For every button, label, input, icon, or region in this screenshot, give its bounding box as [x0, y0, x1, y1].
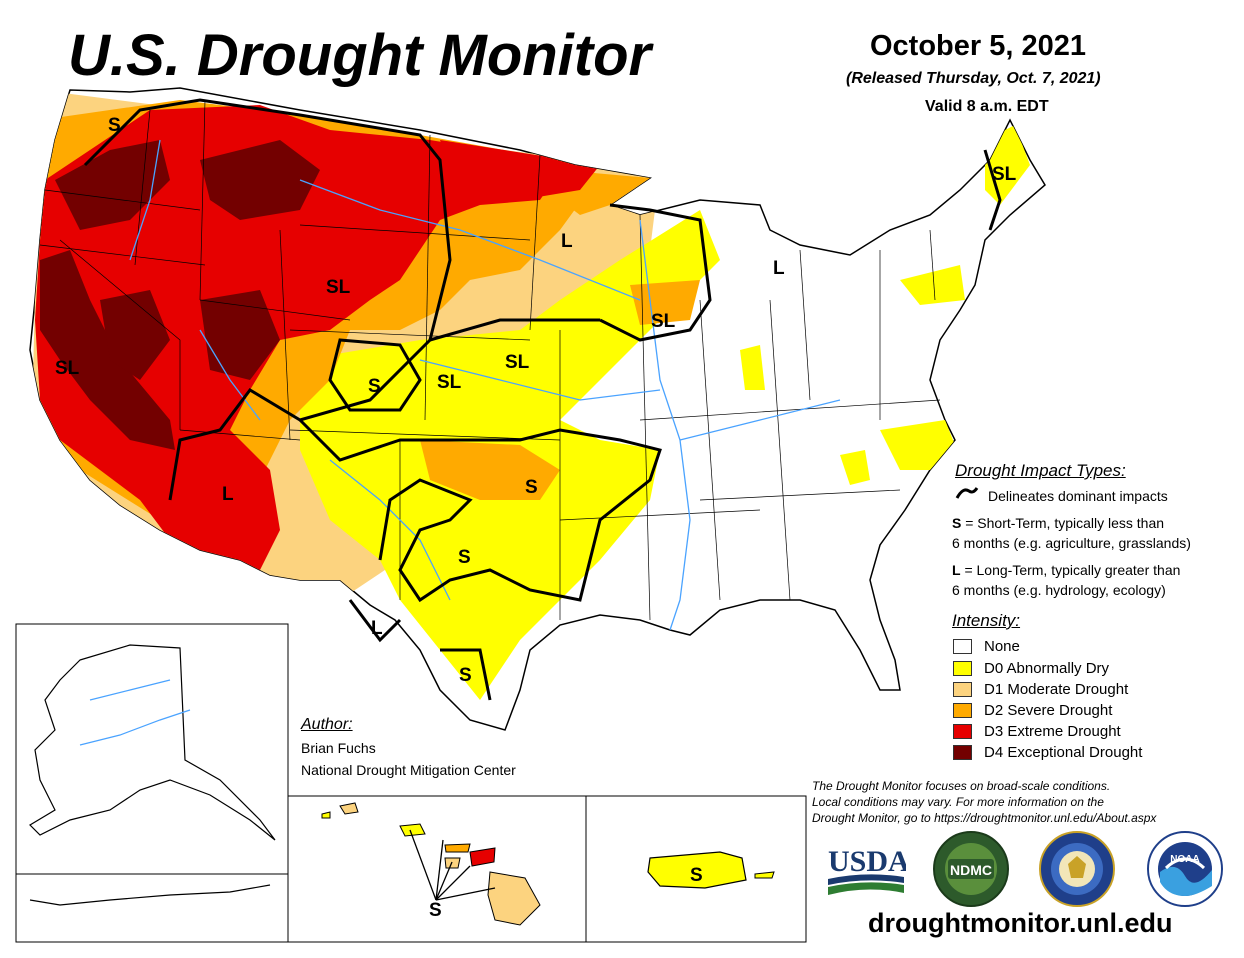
- d2-area-ks: [420, 440, 560, 500]
- author-title: Author:: [301, 716, 353, 733]
- usda-logo: USDA: [828, 845, 906, 895]
- legend-label: D0 Abnormally Dry: [984, 659, 1110, 677]
- impact-s-key: S: [952, 515, 962, 531]
- legend-swatch: [953, 681, 972, 697]
- legend-label: None: [984, 637, 1020, 655]
- impact-s-line2: 6 months (e.g. agriculture, grasslands): [952, 535, 1191, 551]
- alaska-inset: [15, 623, 289, 943]
- legend-label: D4 Exceptional Drought: [984, 743, 1143, 761]
- d3-area-nd: [440, 140, 600, 200]
- noaa-logo-text: NOAA: [1170, 854, 1199, 865]
- disclaimer-line: The Drought Monitor focuses on broad-sca…: [812, 779, 1111, 793]
- impact-l-key: L: [952, 562, 961, 578]
- conus-map: S SL SL S SL SL SL L L SL L S S L S: [29, 87, 1046, 731]
- legend-item-none: None: [953, 636, 1020, 656]
- rivers: [129, 139, 841, 631]
- map-label-tx-s: S: [458, 547, 471, 568]
- map-label-ia-sl: SL: [651, 311, 676, 332]
- map-label-az-l: L: [222, 484, 234, 505]
- author-organization: National Drought Mitigation Center: [301, 762, 516, 778]
- map-label-ks-sl: SL: [437, 372, 462, 393]
- map-label-pr-s: S: [690, 865, 703, 886]
- map-label-stx-s: S: [459, 665, 472, 686]
- noaa-logo: NOAA: [1147, 831, 1223, 907]
- legend-swatch: [953, 702, 972, 718]
- map-label-ne-sl: SL: [505, 352, 530, 373]
- impact-s-line1: = Short-Term, typically less than: [961, 515, 1165, 531]
- map-label-ok-s: S: [525, 477, 538, 498]
- alaska-shape: [29, 644, 276, 841]
- legend-swatch: [953, 660, 972, 676]
- map-label-co-s: S: [368, 376, 381, 397]
- map-date: October 5, 2021: [870, 30, 1086, 62]
- ndmc-logo-text: NDMC: [950, 862, 992, 878]
- map-label-me-sl: SL: [992, 164, 1017, 185]
- legend-item-d0: D0 Abnormally Dry: [953, 658, 1109, 678]
- puerto-rico-inset: S: [585, 795, 807, 943]
- d4-area-nv: [100, 290, 170, 380]
- disclaimer: The Drought Monitor focuses on broad-sca…: [812, 778, 1156, 826]
- release-date: (Released Thursday, Oct. 7, 2021): [846, 70, 1101, 87]
- map-title: U.S. Drought Monitor: [68, 23, 652, 88]
- author-name: Brian Fuchs: [301, 740, 376, 756]
- map-label-mn-l: L: [561, 231, 573, 252]
- map-label-hi-s: S: [429, 900, 442, 921]
- map-label-wa-s: S: [108, 115, 121, 136]
- disclaimer-line: Drought Monitor, go to https://droughtmo…: [812, 811, 1157, 825]
- d0-area-ohio: [740, 345, 765, 390]
- map-label-ca-sl: SL: [55, 358, 80, 379]
- legend-label: D1 Moderate Drought: [984, 680, 1129, 698]
- impact-l-line1: = Long-Term, typically greater than: [960, 562, 1181, 578]
- usda-logo-text: USDA: [828, 845, 906, 878]
- impact-line-icon: [955, 487, 979, 499]
- disclaimer-line: Local conditions may vary. For more info…: [812, 795, 1104, 809]
- d4-area-ut: [200, 290, 280, 380]
- legend-swatch: [953, 638, 972, 654]
- d0-area-ny: [900, 265, 965, 305]
- hawaii-inset: S: [287, 795, 587, 943]
- impact-short-term: S = Short-Term, typically less than 6 mo…: [952, 513, 1191, 553]
- legend-item-d2: D2 Severe Drought: [953, 700, 1112, 720]
- legend-swatch: [953, 723, 972, 739]
- impact-types-title: Drought Impact Types:: [955, 461, 1126, 480]
- legend-swatch: [953, 744, 972, 760]
- d0-area-ga: [840, 450, 870, 485]
- impact-boundaries: [83, 98, 1002, 701]
- d0-area-carolina: [880, 420, 955, 470]
- legend-label: D3 Extreme Drought: [984, 722, 1121, 740]
- legend-label: D2 Severe Drought: [984, 701, 1113, 719]
- commerce-logo: [1039, 831, 1115, 907]
- impact-long-term: L = Long-Term, typically greater than 6 …: [952, 560, 1180, 600]
- legend-item-d4: D4 Exceptional Drought: [953, 742, 1142, 762]
- website-url[interactable]: droughtmonitor.unl.edu: [868, 908, 1173, 938]
- d2-area-wi: [630, 280, 700, 325]
- state-borders: [39, 99, 941, 621]
- intensity-title: Intensity:: [952, 611, 1021, 630]
- map-label-id-sl: SL: [326, 277, 351, 298]
- d4-area-ca: [40, 250, 175, 450]
- ndmc-logo: NDMC: [933, 831, 1009, 907]
- impact-l-line2: 6 months (e.g. hydrology, ecology): [952, 582, 1166, 598]
- legend-item-d1: D1 Moderate Drought: [953, 679, 1128, 699]
- map-label-wtx-l: L: [371, 618, 383, 639]
- map-label-mi-l: L: [773, 258, 785, 279]
- d4-area-id: [200, 140, 320, 220]
- impact-delineates-text: Delineates dominant impacts: [988, 488, 1168, 504]
- valid-time: Valid 8 a.m. EDT: [925, 98, 1049, 115]
- d4-area-or: [55, 140, 170, 230]
- impact-letters: S SL SL S SL SL SL L L SL L S S L S: [55, 115, 1017, 686]
- puerto-rico-shape: [647, 851, 747, 889]
- legend-item-d3: D3 Extreme Drought: [953, 721, 1121, 741]
